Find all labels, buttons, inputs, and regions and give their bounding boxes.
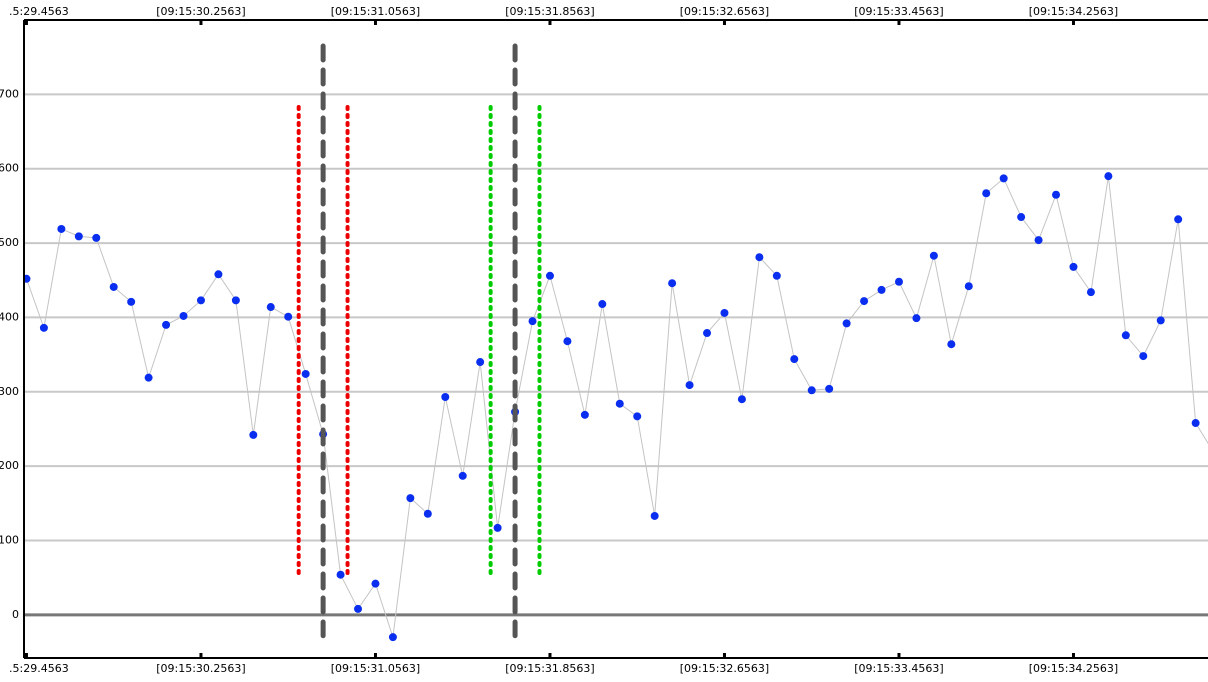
- data-point: [1086, 288, 1095, 297]
- data-point: [1156, 316, 1165, 325]
- x-tick-label-bottom: .5:29.4563: [9, 662, 69, 675]
- data-point: [615, 399, 624, 408]
- x-tick-label-top: [09:15:31.0563]: [331, 5, 420, 18]
- data-point: [109, 282, 118, 291]
- x-tick-label-top: [09:15:31.8563]: [505, 5, 594, 18]
- data-point: [266, 303, 275, 312]
- data-point: [1052, 190, 1061, 199]
- data-point: [57, 224, 66, 233]
- x-tick-label-top: [09:15:32.6563]: [680, 5, 769, 18]
- data-point: [24, 274, 31, 283]
- y-tick-label: 400: [0, 310, 19, 323]
- data-point: [301, 369, 310, 378]
- y-tick-label: 700: [0, 87, 19, 100]
- data-point: [912, 314, 921, 323]
- axes: 0 100 200 300 400 500 600 700 .5:29.4563 .5:29.45…: [0, 5, 1208, 675]
- x-tick-label-top: .5:29.4563: [9, 5, 69, 18]
- data-point: [685, 381, 694, 390]
- data-point: [1104, 172, 1113, 181]
- data-point: [388, 633, 397, 642]
- data-point: [39, 323, 48, 332]
- x-tick-label-top: [09:15:30.2563]: [156, 5, 245, 18]
- data-point: [423, 509, 432, 518]
- data-point: [371, 579, 380, 588]
- data-point: [894, 277, 903, 286]
- data-point: [947, 340, 956, 349]
- data-point: [1017, 213, 1026, 222]
- data-point: [580, 410, 589, 419]
- data-point: [214, 270, 223, 279]
- data-point: [860, 297, 869, 306]
- data-point: [964, 282, 973, 291]
- x-tick-label-bottom: [09:15:30.2563]: [156, 662, 245, 675]
- data-point: [144, 373, 153, 382]
- data-point: [162, 320, 171, 329]
- grid: [24, 93, 1208, 617]
- x-tick-label-bottom: [09:15:31.0563]: [331, 662, 420, 675]
- data-point: [1121, 331, 1130, 340]
- y-tick-label: 100: [0, 534, 19, 547]
- y-tick-label: 200: [0, 459, 19, 472]
- x-tick-label-top: [09:15:33.4563]: [854, 5, 943, 18]
- data-point: [772, 271, 781, 280]
- data-point: [406, 494, 415, 503]
- y-tick-label: 0: [12, 608, 19, 621]
- data-point: [982, 189, 991, 198]
- y-tick-label: 300: [0, 385, 19, 398]
- data-point: [1034, 236, 1043, 245]
- x-tick-label-bottom: [09:15:34.2563]: [1029, 662, 1118, 675]
- data-point: [179, 311, 188, 320]
- data-point: [929, 251, 938, 260]
- data-point: [999, 174, 1008, 183]
- data-point: [74, 232, 83, 241]
- data-point: [668, 279, 677, 288]
- data-point: [807, 386, 816, 395]
- data-point: [633, 412, 642, 421]
- data-point: [737, 395, 746, 404]
- data-point: [842, 319, 851, 328]
- x-tick-label-bottom: [09:15:31.8563]: [505, 662, 594, 675]
- data-point: [476, 358, 485, 367]
- data-point: [249, 430, 258, 439]
- y-tick-label: 600: [0, 162, 19, 175]
- data-point: [1191, 419, 1200, 428]
- plot-area: [24, 43, 1208, 642]
- data-point: [441, 393, 450, 401]
- data-point: [284, 312, 293, 321]
- data-point: [755, 253, 764, 262]
- y-tick-label: 500: [0, 236, 19, 249]
- data-point: [196, 296, 205, 305]
- data-point: [790, 355, 799, 364]
- data-point: [720, 308, 729, 317]
- data-point: [127, 297, 136, 306]
- data-point: [563, 337, 572, 346]
- data-point: [650, 511, 659, 520]
- data-point: [877, 285, 886, 294]
- data-point: [825, 384, 834, 393]
- data-point: [1069, 262, 1078, 271]
- data-point: [1174, 215, 1183, 224]
- data-point: [354, 604, 363, 613]
- data-point: [598, 300, 607, 309]
- data-point: [493, 523, 502, 532]
- x-tick-label-bottom: [09:15:33.4563]: [854, 662, 943, 675]
- x-tick-label-bottom: [09:15:32.6563]: [680, 662, 769, 675]
- data-point: [92, 233, 101, 242]
- data-point: [703, 329, 712, 338]
- data-point: [458, 471, 467, 480]
- data-point: [336, 570, 345, 579]
- x-tick-label-top: [09:15:34.2563]: [1029, 5, 1118, 18]
- data-point: [545, 271, 554, 280]
- data-point: [528, 317, 537, 326]
- data-point: [231, 296, 240, 305]
- data-point: [1139, 352, 1148, 361]
